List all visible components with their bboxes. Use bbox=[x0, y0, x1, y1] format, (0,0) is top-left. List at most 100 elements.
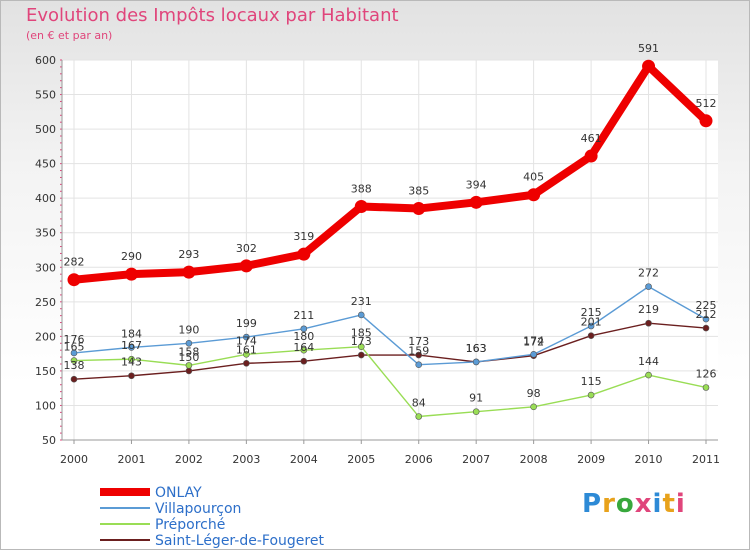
data-label-Saint-Léger-de-Fougeret-2011: 212 bbox=[696, 308, 717, 321]
point-Saint-Léger-de-Fougeret-2011 bbox=[702, 324, 710, 332]
logo-letter: r bbox=[602, 489, 616, 519]
point-Villapourçon-2000 bbox=[70, 349, 78, 357]
point-Préporché-2008 bbox=[530, 403, 537, 411]
data-label-Villapourçon-2007: 163 bbox=[466, 342, 487, 355]
data-label-ONLAY-2009: 461 bbox=[581, 132, 602, 145]
logo-letter: o bbox=[615, 489, 635, 519]
series-line-ONLAY bbox=[70, 62, 710, 284]
point-Préporché-2002 bbox=[185, 362, 193, 369]
data-label-Saint-Léger-de-Fougeret-2009: 201 bbox=[581, 316, 602, 329]
y-tick-label-250: 250 bbox=[35, 296, 56, 309]
data-label-Saint-Léger-de-Fougeret-2006: 173 bbox=[408, 335, 429, 348]
point-Saint-Léger-de-Fougeret-2010 bbox=[645, 319, 652, 327]
data-label-Villapourçon-2001: 184 bbox=[121, 327, 142, 340]
point-ONLAY-2007 bbox=[469, 195, 483, 209]
data-label-Préporché-2011: 126 bbox=[696, 367, 717, 380]
y-tick-label-100: 100 bbox=[35, 399, 56, 412]
point-Préporché-2009 bbox=[587, 391, 595, 399]
point-Préporché-2006 bbox=[415, 413, 423, 420]
x-tick-label-2008: 2008 bbox=[520, 453, 548, 466]
data-label-Préporché-2001: 167 bbox=[121, 339, 142, 352]
data-label-ONLAY-2001: 290 bbox=[121, 250, 142, 263]
data-label-Préporché-2010: 144 bbox=[638, 355, 659, 368]
data-label-Préporché-2007: 91 bbox=[469, 392, 483, 405]
point-Préporché-2001 bbox=[128, 355, 135, 363]
x-tick-label-2004: 2004 bbox=[290, 453, 318, 466]
x-tick-label-2006: 2006 bbox=[405, 453, 433, 466]
y-tick-label-400: 400 bbox=[35, 192, 56, 205]
data-label-Saint-Léger-de-Fougeret-2000: 138 bbox=[64, 359, 85, 372]
x-tick-label-2001: 2001 bbox=[117, 453, 145, 466]
data-label-Villapourçon-2006: 159 bbox=[408, 345, 429, 358]
point-ONLAY-2009 bbox=[584, 149, 598, 163]
data-label-ONLAY-2007: 394 bbox=[466, 178, 487, 191]
data-label-ONLAY-2005: 388 bbox=[351, 182, 372, 195]
data-label-Saint-Léger-de-Fougeret-2008: 172 bbox=[523, 336, 544, 349]
data-label-Préporché-2004: 180 bbox=[293, 330, 314, 343]
data-label-Préporché-2006: 84 bbox=[412, 397, 426, 410]
series-line-Préporché bbox=[73, 346, 707, 418]
point-ONLAY-2002 bbox=[182, 265, 196, 279]
point-Saint-Léger-de-Fougeret-2001 bbox=[128, 372, 135, 380]
y-tick-label-300: 300 bbox=[35, 261, 56, 274]
point-ONLAY-2011 bbox=[699, 114, 713, 128]
point-ONLAY-2010 bbox=[642, 59, 656, 73]
data-label-ONLAY-2011: 512 bbox=[696, 97, 717, 110]
y-tick-label-350: 350 bbox=[35, 227, 56, 240]
point-ONLAY-2001 bbox=[124, 267, 138, 281]
data-label-Villapourçon-2000: 176 bbox=[64, 333, 85, 346]
data-label-Préporché-2002: 158 bbox=[178, 345, 199, 358]
point-Villapourçon-2008 bbox=[530, 351, 537, 358]
point-ONLAY-2000 bbox=[67, 273, 81, 287]
y-tick-label-450: 450 bbox=[35, 158, 56, 171]
axes: 50 100 150 200 250 300 350 400 450 500 550 600 2000 2… bbox=[35, 54, 720, 466]
y-tick-label-150: 150 bbox=[35, 365, 56, 378]
point-Saint-Léger-de-Fougeret-2009 bbox=[587, 332, 595, 339]
point-ONLAY-2005 bbox=[354, 199, 368, 213]
series-line-Saint-Léger-de-Fougeret bbox=[73, 322, 707, 380]
point-Saint-Léger-de-Fougeret-2006 bbox=[415, 351, 423, 359]
logo-letter: x bbox=[634, 489, 653, 519]
x-tick-label-2009: 2009 bbox=[577, 453, 605, 466]
data-label-Villapourçon-2010: 272 bbox=[638, 267, 659, 280]
y-tick-label-550: 550 bbox=[35, 89, 56, 102]
data-label-Préporché-2000: 165 bbox=[64, 341, 85, 354]
data-label-Préporché-2003: 174 bbox=[236, 334, 257, 347]
x-tick-label-2011: 2011 bbox=[692, 453, 720, 466]
point-Saint-Léger-de-Fougeret-2004 bbox=[300, 357, 308, 365]
point-ONLAY-2008 bbox=[527, 188, 541, 202]
point-Villapourçon-2011 bbox=[702, 315, 710, 323]
data-label-Villapourçon-2003: 199 bbox=[236, 317, 257, 330]
data-label-ONLAY-2002: 293 bbox=[178, 248, 199, 261]
point-Préporché-2010 bbox=[645, 371, 652, 379]
logo-letter: i bbox=[652, 489, 663, 519]
data-label-Villapourçon-2009: 215 bbox=[581, 306, 602, 319]
point-Villapourçon-2010 bbox=[645, 283, 652, 290]
series-line-Villapourçon bbox=[73, 285, 707, 366]
logo-letter: P bbox=[582, 489, 603, 519]
chart-title: Evolution des Impôts locaux par Habitant bbox=[26, 5, 399, 26]
logo-letter: t bbox=[662, 489, 676, 519]
data-label-Villapourçon-2002: 190 bbox=[178, 323, 199, 336]
legend-label-Villapourçon: Villapourçon bbox=[155, 501, 241, 517]
point-Villapourçon-2003 bbox=[243, 333, 250, 341]
x-tick-label-2002: 2002 bbox=[175, 453, 203, 466]
point-Préporché-2004 bbox=[300, 346, 308, 354]
legend-label-ONLAY: ONLAY bbox=[155, 485, 202, 501]
y-tick-label-500: 500 bbox=[35, 123, 56, 136]
data-label-Préporché-2009: 115 bbox=[581, 375, 602, 388]
data-label-ONLAY-2008: 405 bbox=[523, 171, 544, 184]
point-Villapourçon-2007 bbox=[472, 358, 480, 366]
logo-letter: i bbox=[675, 489, 686, 519]
data-label-ONLAY-2003: 302 bbox=[236, 242, 257, 255]
data-label-Saint-Léger-de-Fougeret-2005: 173 bbox=[351, 335, 372, 348]
point-ONLAY-2003 bbox=[239, 259, 253, 273]
point-ONLAY-2006 bbox=[412, 202, 426, 216]
chart-subtitle: (en € et par an) bbox=[26, 29, 113, 42]
point-Saint-Léger-de-Fougeret-2003 bbox=[243, 360, 250, 367]
proxiti-logo: Proxiti bbox=[582, 489, 686, 519]
data-label-Saint-Léger-de-Fougeret-2002: 150 bbox=[178, 351, 199, 364]
y-tick-label-600: 600 bbox=[35, 54, 56, 67]
y-tick-label-50: 50 bbox=[42, 434, 56, 447]
